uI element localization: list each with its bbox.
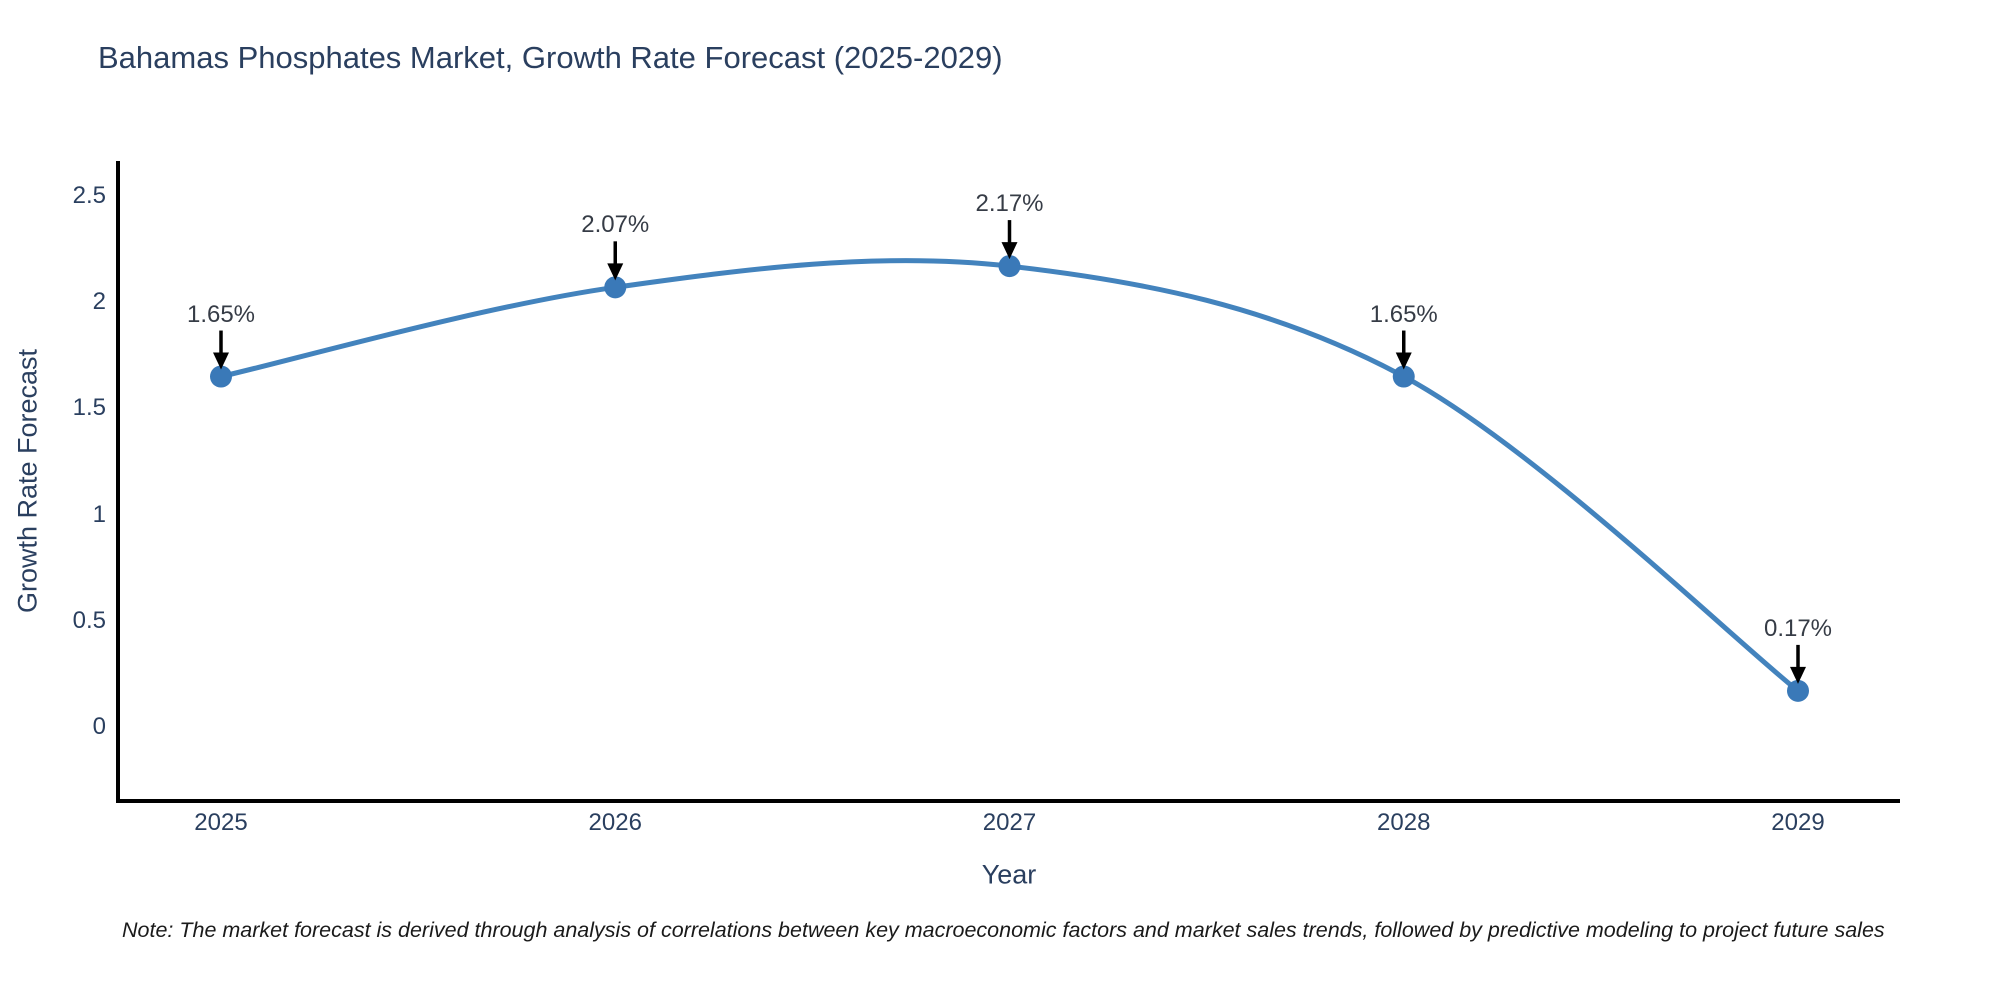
data-point-marker[interactable] <box>998 255 1021 278</box>
data-point-marker[interactable] <box>1787 679 1809 702</box>
x-tick-label: 2025 <box>194 809 248 836</box>
y-tick-label: 2 <box>92 288 106 316</box>
x-tick-label: 2028 <box>1377 809 1431 836</box>
data-point-marker[interactable] <box>604 276 627 299</box>
x-tick-label: 2027 <box>982 809 1037 836</box>
y-tick-label: 1.5 <box>72 394 106 422</box>
chart-title: Bahamas Phosphates Market, Growth Rate F… <box>98 40 1003 75</box>
data-point-marker[interactable] <box>1392 365 1415 388</box>
chart-note: Note: The market forecast is derived thr… <box>122 918 1885 942</box>
x-axis-title: Year <box>981 859 1037 890</box>
y-tick-label: 0.5 <box>72 606 106 634</box>
data-point-label: 0.17% <box>1763 614 1833 642</box>
data-point-label: 1.65% <box>186 300 256 328</box>
annotation-arrowhead <box>1790 666 1806 684</box>
annotation-arrowhead <box>213 352 229 370</box>
data-point-label: 2.17% <box>975 190 1044 218</box>
data-point-label: 2.07% <box>581 211 650 239</box>
series-line <box>218 258 1801 694</box>
y-axis-title: Growth Rate Forecast <box>12 348 43 614</box>
x-tick-label: 2029 <box>1771 809 1825 836</box>
y-tick-label: 1 <box>92 500 106 528</box>
annotation-arrowhead <box>1001 242 1018 260</box>
data-point-label: 1.65% <box>1369 300 1438 328</box>
annotation-arrowhead <box>607 263 624 281</box>
data-point-marker[interactable] <box>210 365 232 388</box>
annotation-arrowhead <box>1395 352 1412 370</box>
y-tick-label: 2.5 <box>72 182 106 209</box>
y-tick-label: 0 <box>92 713 106 740</box>
x-tick-label: 2026 <box>588 809 642 836</box>
